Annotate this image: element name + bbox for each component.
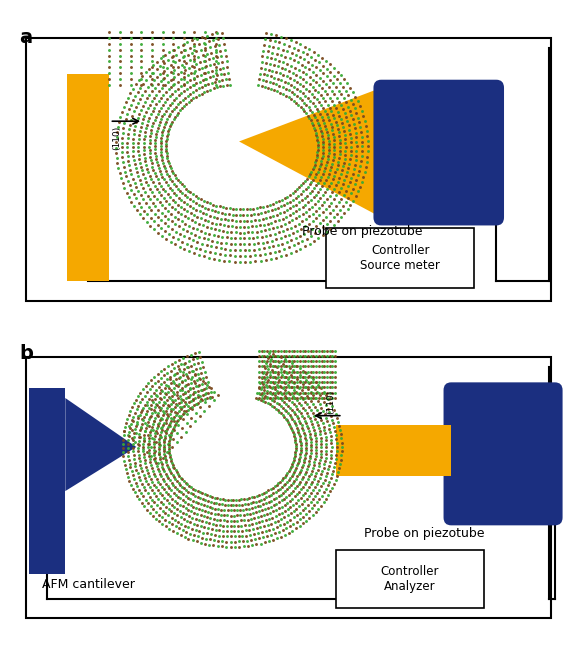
Text: (110): (110) (113, 125, 121, 149)
FancyBboxPatch shape (373, 79, 504, 225)
Polygon shape (239, 88, 381, 217)
Bar (26, 357, 551, 618)
Text: Controller
Analyzer: Controller Analyzer (381, 565, 439, 593)
Text: (110): (110) (326, 390, 335, 413)
Text: a: a (19, 28, 32, 47)
Bar (336, 426, 451, 476)
Text: Probe on piezotube: Probe on piezotube (364, 527, 485, 540)
FancyBboxPatch shape (327, 229, 474, 288)
Text: AFM cantilever: AFM cantilever (42, 578, 135, 591)
Bar (26, 38, 551, 301)
FancyBboxPatch shape (444, 382, 563, 525)
Bar (67, 74, 110, 281)
Bar (29, 388, 65, 574)
Text: Controller
Source meter: Controller Source meter (361, 244, 440, 273)
Text: Probe on piezotube: Probe on piezotube (302, 225, 422, 238)
Text: b: b (19, 344, 33, 363)
Polygon shape (65, 398, 136, 491)
FancyBboxPatch shape (336, 550, 484, 608)
